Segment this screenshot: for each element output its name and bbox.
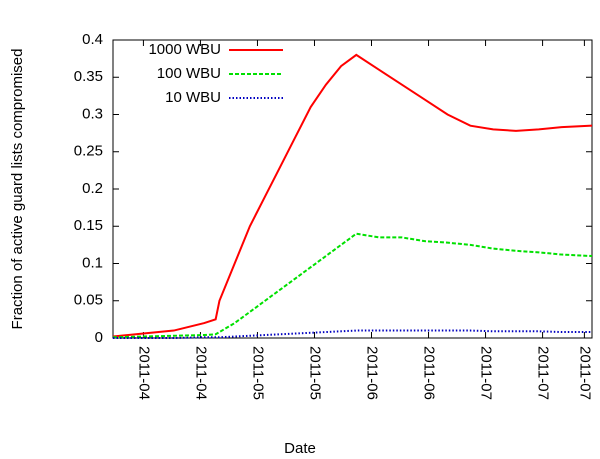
y-tick-label: 0.2	[82, 180, 103, 197]
x-tick-label: 2011-07	[478, 346, 495, 400]
x-tick-label: 2011-04	[135, 346, 152, 400]
legend-label: 1000 WBU	[148, 41, 221, 58]
series-line	[112, 232, 593, 339]
x-tick-label: 2011-04	[192, 346, 209, 400]
y-tick-label: 0.15	[74, 217, 103, 234]
x-tick-label: 2011-05	[249, 346, 266, 400]
legend-label: 10 WBU	[165, 89, 221, 106]
x-tick-label: 2011-06	[364, 346, 381, 400]
series-line	[113, 329, 592, 339]
legend-label: 100 WBU	[157, 65, 221, 82]
y-tick-label: 0.4	[82, 31, 103, 48]
x-tick-label: 2011-07	[535, 346, 552, 400]
x-tick-label: 2011-06	[421, 346, 438, 400]
y-tick-label: 0	[95, 329, 103, 346]
y-tick-label: 0.3	[82, 105, 103, 122]
x-tick-label: 2011-07	[576, 346, 593, 400]
series-line	[112, 53, 593, 338]
plot-frame	[112, 39, 593, 339]
y-axis-label: Fraction of active guard lists compromis…	[9, 49, 26, 330]
y-tick-label: 0.05	[74, 292, 103, 309]
x-axis-label: Date	[284, 440, 316, 457]
y-tick-label: 0.35	[74, 68, 103, 85]
y-tick-label: 0.1	[82, 254, 103, 271]
y-tick-label: 0.25	[74, 143, 103, 160]
x-tick-label: 2011-05	[307, 346, 324, 400]
